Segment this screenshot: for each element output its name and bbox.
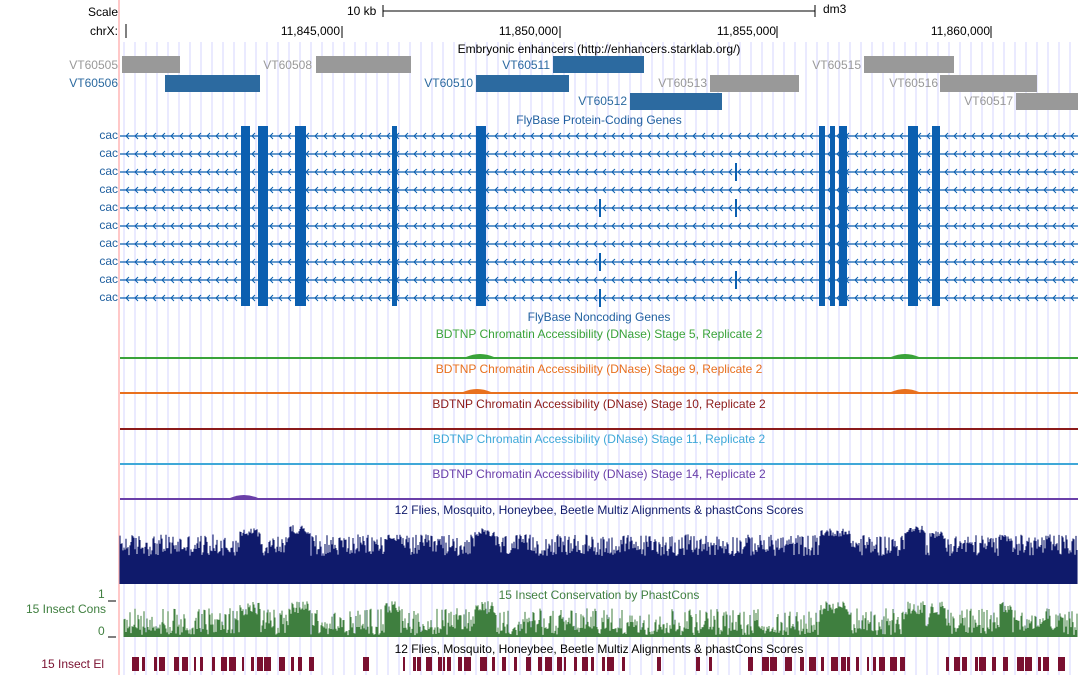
insect-cons-track-title[interactable]: 15 Insect Conservation by PhastCons [498, 588, 700, 602]
enhancer-VT60508[interactable] [316, 56, 411, 73]
dnase-stage5-track-title[interactable]: BDTNP Chromatin Accessibility (DNase) St… [435, 327, 763, 341]
insect-el-track-title[interactable]: 12 Flies, Mosquito, Honeybee, Beetle Mul… [394, 642, 804, 656]
multiz-track-title[interactable]: 12 Flies, Mosquito, Honeybee, Beetle Mul… [394, 503, 804, 517]
transcript-label[interactable]: cac [99, 128, 118, 142]
insect-cons-side-label[interactable]: 15 Insect Cons [25, 602, 106, 616]
transcript-label[interactable]: cac [99, 218, 118, 232]
transcript-label[interactable]: cac [99, 254, 118, 268]
transcript-label[interactable]: cac [99, 272, 118, 286]
track-left-border [118, 0, 120, 675]
coding-genes-track-title[interactable]: FlyBase Protein-Coding Genes [516, 113, 682, 127]
transcript-label[interactable]: cac [99, 182, 118, 196]
enhancer-VT60517[interactable] [1016, 93, 1078, 110]
ruler-position-1: 11,845,000 [280, 24, 340, 38]
dnase-stage9-track-title[interactable]: BDTNP Chromatin Accessibility (DNase) St… [435, 362, 763, 376]
scale-bar-label: 10 kb [347, 4, 377, 18]
enhancer-label-VT60512[interactable]: VT60512 [578, 94, 627, 108]
dnase-stage11-track-title[interactable]: BDTNP Chromatin Accessibility (DNase) St… [432, 432, 766, 446]
scale-label: Scale [87, 5, 118, 19]
transcript-label[interactable]: cac [99, 290, 118, 304]
insect-cons-ymax: 1 [98, 587, 105, 601]
transcript-label[interactable]: cac [99, 146, 118, 160]
enhancers-track-title[interactable]: Embryonic enhancers (http://enhancers.st… [457, 42, 741, 56]
enhancer-label-VT60511[interactable]: VT60511 [502, 58, 550, 72]
enhancer-label-VT60513[interactable]: VT60513 [658, 76, 707, 90]
ruler-position-4: 11,860,000 [930, 24, 990, 38]
transcript-label[interactable]: cac [99, 236, 118, 250]
enhancer-label-VT60516[interactable]: VT60516 [889, 76, 938, 90]
assembly-label: dm3 [823, 2, 847, 16]
noncoding-genes-track-title[interactable]: FlyBase Noncoding Genes [527, 310, 671, 324]
insect-cons-ymin: 0 [98, 624, 105, 638]
chrom-label: chrX: [89, 24, 118, 38]
enhancer-VT60510[interactable] [476, 75, 569, 92]
enhancer-label-VT60515[interactable]: VT60515 [812, 58, 861, 72]
dnase-stage14-track-title[interactable]: BDTNP Chromatin Accessibility (DNase) St… [432, 467, 766, 481]
enhancer-label-VT60505[interactable]: VT60505 [69, 58, 118, 72]
enhancer-label-VT60508[interactable]: VT60508 [263, 58, 312, 72]
enhancer-label-VT60506[interactable]: VT60506 [69, 76, 118, 90]
enhancer-label-VT60510[interactable]: VT60510 [424, 76, 473, 90]
enhancer-VT60516[interactable] [940, 75, 1037, 92]
enhancer-VT60515[interactable] [864, 56, 954, 73]
ruler-position-2: 11,850,000 [498, 24, 558, 38]
ruler-position-3: 11,855,000 [716, 24, 776, 38]
transcript-label[interactable]: cac [99, 200, 118, 214]
dnase-stage10-track-title[interactable]: BDTNP Chromatin Accessibility (DNase) St… [432, 397, 766, 411]
enhancer-VT60505[interactable] [122, 56, 180, 73]
insect-el-side-label[interactable]: 15 Insect El [41, 657, 104, 671]
enhancer-VT60511[interactable] [553, 56, 644, 73]
enhancer-VT60513[interactable] [710, 75, 799, 92]
enhancer-VT60506[interactable] [165, 75, 260, 92]
transcript-label[interactable]: cac [99, 164, 118, 178]
enhancer-VT60512[interactable] [630, 93, 722, 110]
enhancer-label-VT60517[interactable]: VT60517 [964, 94, 1013, 108]
